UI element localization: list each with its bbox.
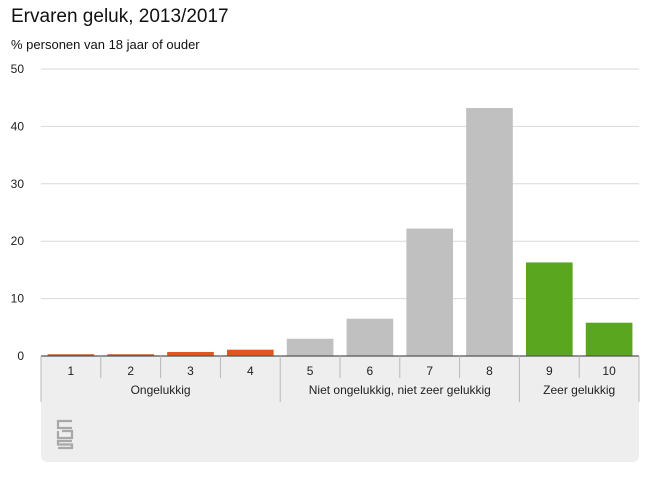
bar bbox=[167, 351, 214, 356]
y-tick-label: 0 bbox=[17, 349, 24, 363]
bar bbox=[525, 262, 573, 356]
category-label: 1 bbox=[68, 364, 75, 378]
category-label: 3 bbox=[187, 364, 194, 378]
bar bbox=[47, 354, 95, 356]
bar bbox=[585, 322, 633, 356]
chart-title: Ervaren geluk, 2013/2017 bbox=[11, 6, 229, 27]
x-axis-panel bbox=[41, 402, 639, 462]
chart-subtitle: % personen van 18 jaar of ouder bbox=[11, 37, 200, 52]
y-tick-label: 10 bbox=[11, 292, 25, 306]
bar bbox=[466, 108, 513, 356]
group-label: Niet ongelukkig, niet zeer gelukkig bbox=[309, 383, 491, 397]
y-tick-label: 50 bbox=[11, 62, 25, 76]
bar bbox=[226, 349, 274, 356]
y-tick-label: 40 bbox=[11, 119, 25, 133]
group-label: Ongelukkig bbox=[131, 383, 191, 397]
category-label: 9 bbox=[546, 364, 553, 378]
y-tick-label: 20 bbox=[11, 234, 25, 248]
cbs-logo-icon bbox=[56, 419, 74, 450]
bar bbox=[346, 318, 394, 356]
y-tick-label: 30 bbox=[11, 177, 25, 191]
category-label: 8 bbox=[486, 364, 493, 378]
category-label: 10 bbox=[602, 364, 616, 378]
group-label: Zeer gelukkig bbox=[543, 383, 615, 397]
bar bbox=[406, 228, 454, 356]
category-label: 6 bbox=[367, 364, 374, 378]
category-label: 7 bbox=[426, 364, 433, 378]
category-label: 5 bbox=[307, 364, 314, 378]
category-label: 2 bbox=[127, 364, 134, 378]
category-label: 4 bbox=[247, 364, 254, 378]
bar bbox=[107, 354, 155, 356]
bar bbox=[286, 338, 334, 356]
